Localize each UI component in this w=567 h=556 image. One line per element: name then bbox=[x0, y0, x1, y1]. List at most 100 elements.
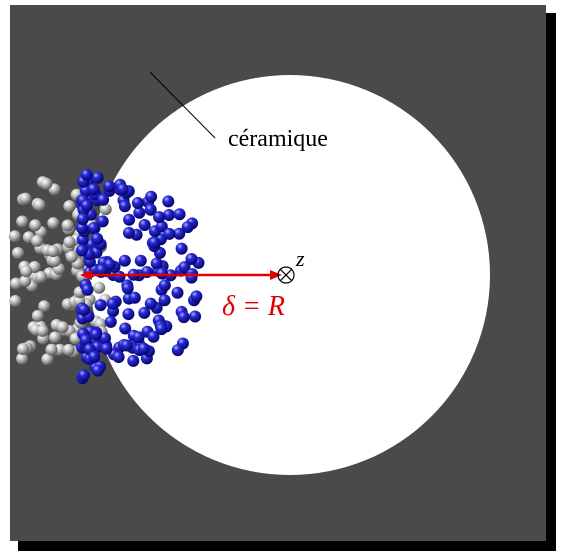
particle bbox=[103, 258, 116, 271]
particle bbox=[128, 291, 141, 304]
particle bbox=[155, 220, 168, 233]
particle bbox=[144, 297, 157, 310]
leader-line bbox=[149, 71, 216, 139]
particle bbox=[91, 171, 104, 184]
arrow-head bbox=[270, 270, 282, 280]
particle bbox=[62, 343, 75, 356]
particle bbox=[132, 331, 145, 344]
particle bbox=[158, 294, 171, 307]
particle bbox=[104, 315, 117, 328]
axis-symbol bbox=[277, 266, 295, 284]
particle bbox=[185, 271, 198, 284]
particle bbox=[47, 217, 60, 230]
particle bbox=[45, 343, 58, 356]
ceramic-disk bbox=[90, 75, 490, 475]
particle bbox=[90, 328, 102, 341]
particle bbox=[162, 195, 175, 208]
arrow-head bbox=[80, 270, 92, 280]
particle bbox=[48, 255, 61, 267]
particle bbox=[120, 339, 133, 352]
particle bbox=[144, 203, 157, 216]
particle bbox=[99, 332, 111, 345]
particle bbox=[121, 282, 134, 295]
particle bbox=[185, 253, 198, 265]
particle bbox=[8, 230, 21, 243]
particle bbox=[16, 352, 29, 365]
particle bbox=[153, 211, 166, 224]
particle bbox=[123, 213, 136, 226]
particle bbox=[138, 306, 151, 319]
axis-label: z bbox=[295, 246, 305, 271]
particle bbox=[81, 283, 94, 296]
particle bbox=[76, 222, 89, 235]
particle bbox=[53, 343, 66, 356]
particle bbox=[88, 350, 101, 363]
particle bbox=[87, 183, 100, 196]
particle bbox=[155, 323, 168, 336]
particle bbox=[17, 343, 29, 355]
particle bbox=[40, 177, 53, 190]
particle bbox=[38, 300, 51, 313]
particle bbox=[118, 200, 131, 213]
particle bbox=[47, 245, 60, 258]
particle bbox=[171, 344, 184, 357]
particle bbox=[177, 311, 190, 324]
particle bbox=[76, 213, 89, 226]
particle bbox=[137, 342, 150, 355]
particle bbox=[134, 254, 147, 267]
material-label: céramique bbox=[228, 126, 328, 152]
particle bbox=[127, 354, 140, 367]
distance-label: δ = R bbox=[222, 291, 285, 322]
particle bbox=[173, 227, 186, 240]
particle bbox=[103, 180, 116, 193]
particle bbox=[100, 342, 113, 355]
particle bbox=[12, 247, 24, 259]
particle bbox=[76, 244, 88, 257]
particle bbox=[31, 309, 44, 322]
particle bbox=[16, 215, 29, 228]
particle bbox=[78, 304, 90, 316]
particle bbox=[35, 271, 47, 283]
blue-particles bbox=[76, 168, 205, 385]
particle bbox=[61, 219, 74, 232]
particle bbox=[122, 308, 135, 321]
particle bbox=[190, 290, 203, 303]
particle bbox=[80, 168, 93, 181]
particle bbox=[87, 222, 100, 234]
particle bbox=[65, 250, 78, 263]
particle bbox=[10, 277, 22, 290]
particle bbox=[63, 236, 76, 249]
particle bbox=[20, 265, 33, 278]
particle bbox=[118, 254, 131, 267]
particle bbox=[138, 219, 151, 231]
particle bbox=[80, 199, 93, 212]
particle bbox=[171, 286, 184, 299]
particle bbox=[123, 226, 135, 239]
particle bbox=[131, 197, 144, 209]
particle bbox=[148, 236, 161, 249]
particle bbox=[116, 183, 129, 196]
particle bbox=[163, 209, 175, 221]
particle bbox=[91, 232, 104, 245]
particle bbox=[173, 208, 186, 221]
particle bbox=[119, 322, 132, 335]
particle bbox=[63, 200, 76, 213]
particle bbox=[31, 234, 44, 247]
particle bbox=[19, 192, 32, 205]
particle bbox=[133, 206, 146, 219]
particle bbox=[29, 219, 42, 232]
particle bbox=[145, 190, 158, 203]
particle bbox=[112, 351, 125, 363]
particle bbox=[79, 334, 92, 347]
particle bbox=[96, 215, 109, 228]
particle bbox=[94, 299, 107, 312]
particle bbox=[147, 330, 160, 343]
particle bbox=[99, 203, 112, 216]
particle bbox=[91, 364, 104, 377]
particle bbox=[178, 261, 191, 274]
particle bbox=[189, 310, 202, 323]
particle bbox=[49, 331, 61, 344]
particle bbox=[175, 242, 188, 255]
particle bbox=[93, 281, 106, 294]
